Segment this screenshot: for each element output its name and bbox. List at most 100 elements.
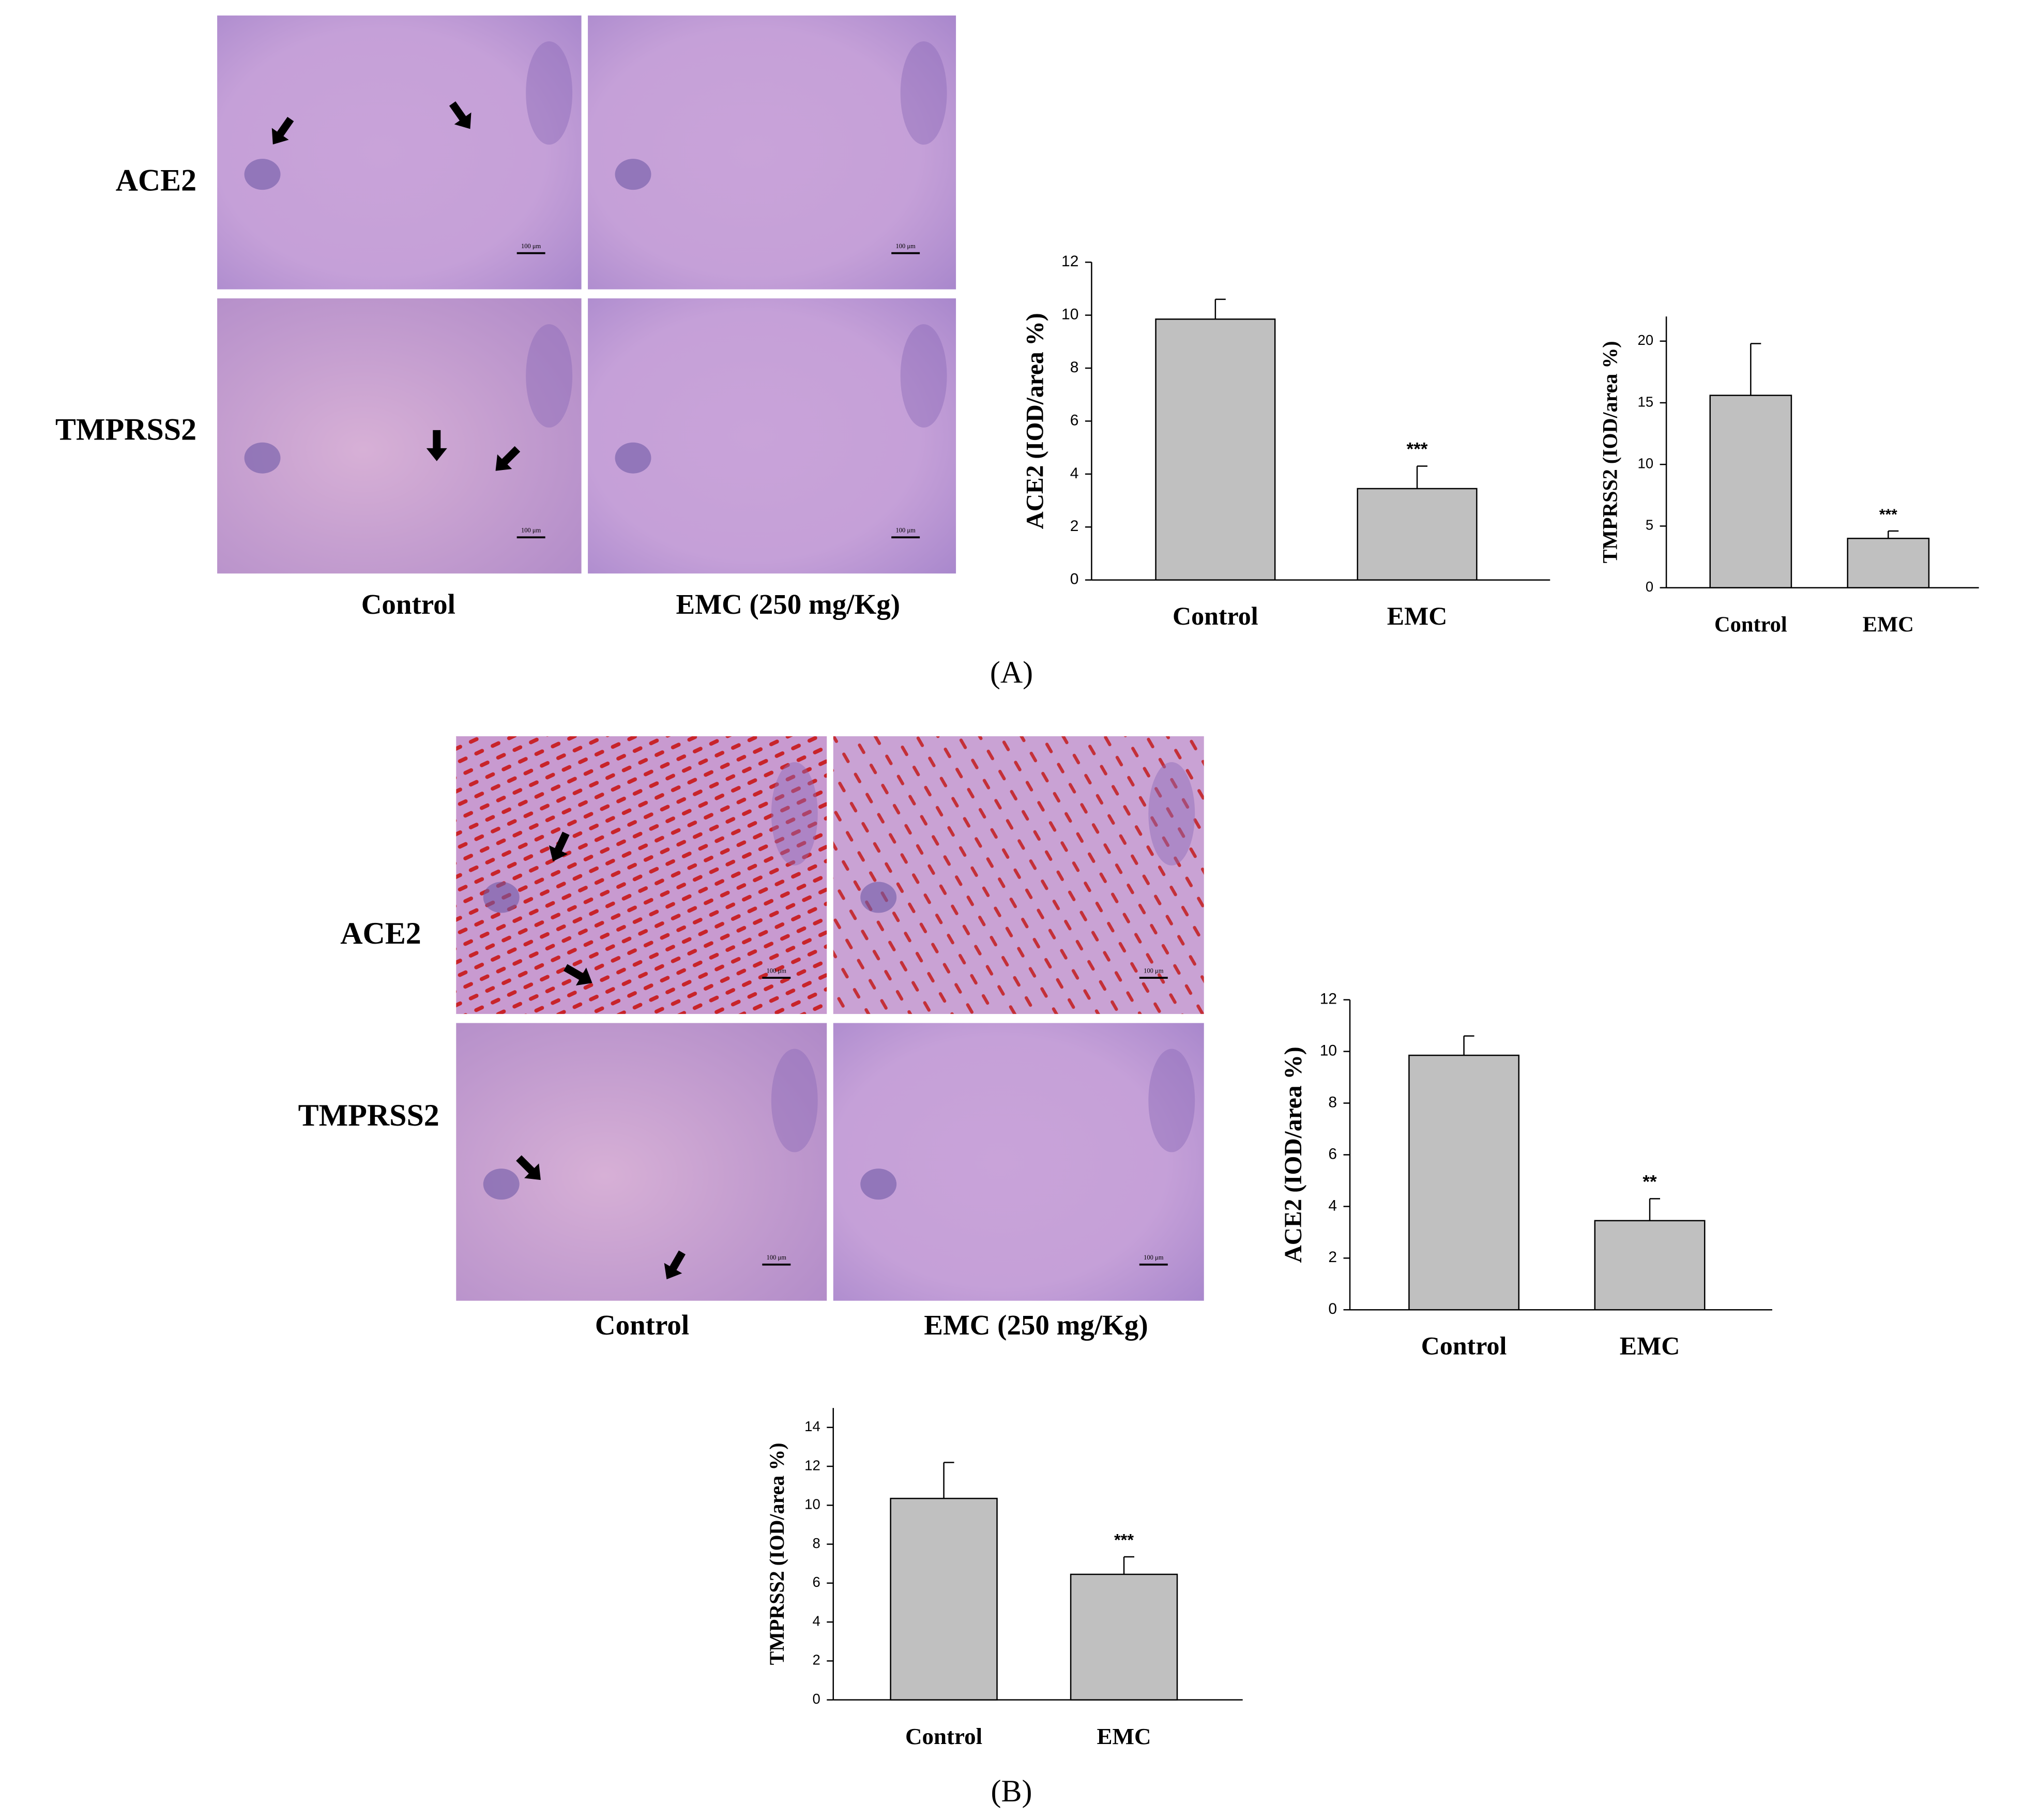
y-tick-label: 6 xyxy=(1070,412,1079,429)
y-tick-label: 5 xyxy=(1646,517,1653,533)
bar xyxy=(1847,538,1930,588)
panel-label: (B) xyxy=(991,1774,1032,1808)
tissue-stain xyxy=(1148,762,1195,866)
arrow xyxy=(271,116,294,145)
y-axis-title: TMPRSS2 (IOD/area %) xyxy=(765,1443,788,1665)
x-tick-label: EMC xyxy=(1620,1331,1680,1360)
arrow xyxy=(495,446,521,471)
row-label: ACE2 xyxy=(116,163,197,198)
micrograph xyxy=(588,15,956,290)
significance-label: *** xyxy=(1407,439,1428,460)
bar xyxy=(1709,395,1792,588)
y-tick-label: 2 xyxy=(1070,518,1079,535)
scale-bar-label: 100 μm xyxy=(896,242,916,250)
y-tick-label: 4 xyxy=(812,1613,820,1629)
y-tick-label: 8 xyxy=(812,1535,820,1551)
y-tick-label: 15 xyxy=(1638,393,1654,410)
tissue-stain xyxy=(615,442,651,474)
bar xyxy=(1357,488,1478,581)
tissue-stain xyxy=(900,41,947,145)
y-axis-title: TMPRSS2 (IOD/area %) xyxy=(1598,341,1621,563)
y-tick-label: 6 xyxy=(1328,1145,1337,1162)
x-tick-label: EMC xyxy=(1387,601,1448,630)
y-tick-label: 10 xyxy=(1638,455,1654,471)
tissue-stain xyxy=(615,159,651,190)
arrow xyxy=(449,101,471,129)
arrow xyxy=(563,964,592,985)
scale-bar-label: 100 μm xyxy=(521,527,541,534)
y-tick-label: 12 xyxy=(1061,253,1078,270)
micrograph xyxy=(588,298,956,574)
bar xyxy=(1155,318,1276,581)
micrographs: 100 μm 100 μm 100 μm 100 μm ACE2 TMPRSS2 Contr… xyxy=(55,15,1204,1808)
y-tick-label: 12 xyxy=(804,1457,820,1473)
y-axis-title: ACE2 (IOD/area %) xyxy=(1280,1046,1307,1263)
x-tick-label: EMC xyxy=(1097,1723,1151,1749)
bar xyxy=(890,1497,998,1701)
y-tick-label: 8 xyxy=(1328,1094,1337,1111)
scale-bar-label: 100 μm xyxy=(767,967,787,975)
y-tick-label: 2 xyxy=(1328,1249,1337,1266)
arrow xyxy=(549,831,570,862)
row-label: TMPRSS2 xyxy=(55,413,196,447)
charts: 0 2 4 6 8 10 12 ACE2 (IOD/area %) Control EMC *** 0… xyxy=(765,253,1979,1749)
column-label: Control xyxy=(361,588,455,620)
y-tick-label: 0 xyxy=(1070,571,1079,588)
column-label: EMC (250 mg/Kg) xyxy=(924,1309,1148,1341)
tissue-stain xyxy=(244,442,281,474)
tissue-stain xyxy=(526,324,573,428)
tissue-stain xyxy=(771,1049,818,1152)
tissue-stain xyxy=(483,1169,520,1200)
x-tick-label: Control xyxy=(1714,612,1787,636)
y-tick-label: 14 xyxy=(804,1418,820,1434)
tissue-stain xyxy=(900,324,947,428)
tissue-stain xyxy=(860,882,897,913)
micrograph xyxy=(833,736,1204,1014)
y-tick-label: 4 xyxy=(1328,1197,1337,1214)
micrograph xyxy=(833,1023,1204,1301)
micrograph xyxy=(217,15,582,290)
micrograph xyxy=(217,298,582,574)
y-tick-label: 6 xyxy=(812,1574,820,1590)
y-tick-label: 2 xyxy=(812,1652,820,1668)
y-tick-label: 12 xyxy=(1320,991,1337,1008)
tissue-stain xyxy=(526,41,573,145)
column-label: EMC (250 mg/Kg) xyxy=(676,588,900,620)
y-axis-title: ACE2 (IOD/area %) xyxy=(1022,313,1048,529)
row-label: ACE2 xyxy=(340,916,421,950)
column-label: Control xyxy=(595,1309,689,1341)
row-label: TMPRSS2 xyxy=(298,1098,439,1132)
x-tick-label: Control xyxy=(905,1723,982,1749)
y-tick-label: 10 xyxy=(1061,306,1078,323)
arrow xyxy=(516,1155,541,1180)
y-tick-label: 20 xyxy=(1638,332,1654,348)
significance-label: *** xyxy=(1114,1531,1134,1550)
scale-bar-label: 100 μm xyxy=(521,242,541,250)
x-tick-label: Control xyxy=(1173,601,1258,630)
scale-bar-label: 100 μm xyxy=(1144,1254,1164,1261)
scale-bar-label: 100 μm xyxy=(767,1254,787,1261)
y-tick-label: 0 xyxy=(1328,1300,1337,1317)
bar xyxy=(1070,1573,1178,1701)
tissue-stain xyxy=(860,1169,897,1200)
y-tick-label: 10 xyxy=(804,1496,820,1512)
tissue-stain xyxy=(483,882,520,913)
micrograph xyxy=(456,736,827,1014)
significance-label: *** xyxy=(1879,506,1897,523)
y-tick-label: 10 xyxy=(1320,1042,1337,1059)
bar xyxy=(1594,1220,1706,1311)
scale-bar-label: 100 μm xyxy=(896,527,916,534)
arrow xyxy=(664,1250,686,1280)
x-tick-label: Control xyxy=(1421,1331,1507,1360)
y-tick-label: 0 xyxy=(1646,579,1653,595)
panel-label: (A) xyxy=(990,655,1033,689)
y-tick-label: 0 xyxy=(812,1691,820,1707)
tissue-stain xyxy=(771,762,818,866)
x-tick-label: EMC xyxy=(1863,612,1914,636)
bar xyxy=(1408,1054,1520,1311)
arrow xyxy=(426,430,447,461)
tissue-stain xyxy=(1148,1049,1195,1152)
significance-label: ** xyxy=(1642,1172,1657,1192)
tissue-stain xyxy=(244,159,281,190)
